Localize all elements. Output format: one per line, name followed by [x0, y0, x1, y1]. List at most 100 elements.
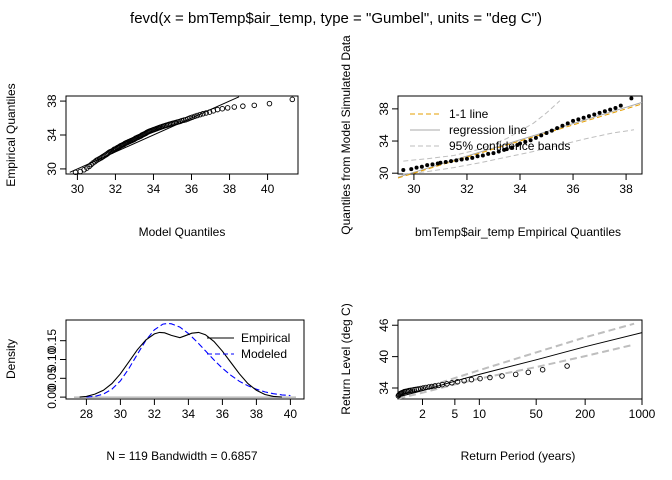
y-ticks: 0.000.050.100.15 [45, 329, 66, 409]
data-point [426, 384, 432, 390]
empirical-density-line [79, 331, 282, 398]
data-point [468, 376, 475, 383]
y-tick-label: 46 [377, 318, 391, 332]
data-point [454, 158, 459, 163]
data-point [459, 157, 464, 162]
x-axis-label: bmTemp$air_temp Empirical Quantiles [415, 225, 621, 239]
x-tick-label: 30 [407, 182, 421, 196]
data-point [544, 130, 549, 135]
x-ticks: 2 5 10 50 200 1000 [419, 399, 656, 421]
data-point [613, 106, 618, 111]
data-point [518, 141, 522, 146]
data-point [504, 147, 509, 152]
reference-lines [69, 96, 240, 173]
data-point [486, 151, 491, 156]
data-point [417, 385, 424, 392]
legend-label-modeled: Modeled [241, 347, 287, 361]
data-point [592, 112, 597, 117]
x-tick-label: 1000 [629, 407, 656, 421]
y-tick-label: 0.15 [45, 329, 59, 353]
x-tick-label: 34 [182, 407, 196, 421]
ci-upper-line [398, 322, 635, 397]
data-point [549, 128, 554, 133]
x-tick-label: 2 [419, 407, 426, 421]
data-point [576, 117, 581, 122]
x-tick-label: 10 [473, 407, 487, 421]
data-point [602, 109, 607, 114]
ci-lower-line [398, 343, 635, 400]
data-point [189, 114, 196, 120]
x-axis-label: Model Quantiles [139, 225, 226, 239]
data-point [539, 133, 544, 138]
x-ticks: 30 32 34 36 38 [407, 174, 633, 196]
data-point [266, 100, 273, 107]
data-point [191, 113, 198, 120]
legend-label-confidence: 95% confidence bands [449, 139, 570, 153]
x-tick-label: 40 [284, 407, 298, 421]
data-point [432, 383, 438, 389]
one-to-one-line [397, 103, 643, 179]
data-point [438, 160, 443, 165]
y-tick-label: 0.00 [45, 385, 59, 409]
x-tick-label: 28 [80, 407, 94, 421]
y-tick-label: 38 [377, 102, 391, 116]
density-panel: N = 119 Bandwidth = 0.6857 Density 28 30 3… [4, 319, 305, 463]
x-tick-label: 30 [71, 182, 85, 196]
data-point [470, 155, 475, 160]
y-axis-label: Empirical Quantiles [4, 83, 18, 186]
data-point [231, 104, 238, 110]
data-point [194, 112, 200, 119]
data-point [430, 162, 435, 167]
data-point [435, 382, 442, 389]
x-axis-label: Return Period (years) [461, 449, 576, 463]
x-tick-label: 30 [114, 407, 128, 421]
data-point [420, 385, 426, 391]
x-tick-label: 36 [185, 182, 199, 196]
data-points [395, 363, 570, 399]
data-point [510, 145, 515, 150]
data-points [401, 96, 634, 172]
density-curves [74, 322, 296, 398]
legend: Empirical Modeled [207, 331, 290, 361]
confidence-band-upper [403, 100, 561, 162]
y-tick-label: 30 [377, 166, 391, 180]
data-point [419, 164, 424, 169]
x-tick-label: 36 [216, 407, 230, 421]
y-tick-label: 34 [45, 128, 59, 142]
x-tick-label: 32 [109, 182, 123, 196]
fitted-return-level-line [398, 332, 643, 398]
data-point [523, 139, 528, 144]
data-point [533, 135, 538, 140]
data-point [525, 369, 532, 376]
data-points [72, 96, 296, 176]
data-point [409, 167, 414, 172]
data-point [429, 383, 435, 390]
y-tick-label: 38 [45, 94, 59, 108]
y-tick-label: 34 [377, 381, 391, 395]
data-point [571, 118, 576, 123]
data-point [200, 111, 206, 117]
data-point [560, 123, 565, 128]
data-point [224, 105, 231, 111]
data-point [449, 159, 454, 164]
data-point [565, 121, 570, 126]
y-ticks: 30 34 38 [45, 94, 66, 176]
data-point [401, 167, 406, 172]
y-axis-label: Quantiles from Model Simulated Data [339, 35, 353, 235]
data-point [564, 363, 570, 369]
data-point [491, 151, 496, 156]
x-tick-label: 38 [619, 182, 633, 196]
figure-title: fevd(x = bmTemp$air_temp, type = "Gumbel… [130, 10, 542, 27]
x-tick-label: 38 [223, 182, 237, 196]
legend: 1-1 line regression line 95% confidence … [410, 107, 570, 153]
data-point [487, 374, 493, 381]
confidence-band-lower [403, 129, 635, 175]
data-point [214, 106, 221, 113]
x-ticks: 28 30 32 34 36 38 40 [80, 399, 298, 421]
x-tick-label: 32 [460, 182, 474, 196]
data-point [475, 154, 480, 159]
data-point [496, 149, 501, 154]
data-point [461, 377, 467, 384]
data-point [240, 103, 246, 109]
data-point [289, 96, 296, 103]
